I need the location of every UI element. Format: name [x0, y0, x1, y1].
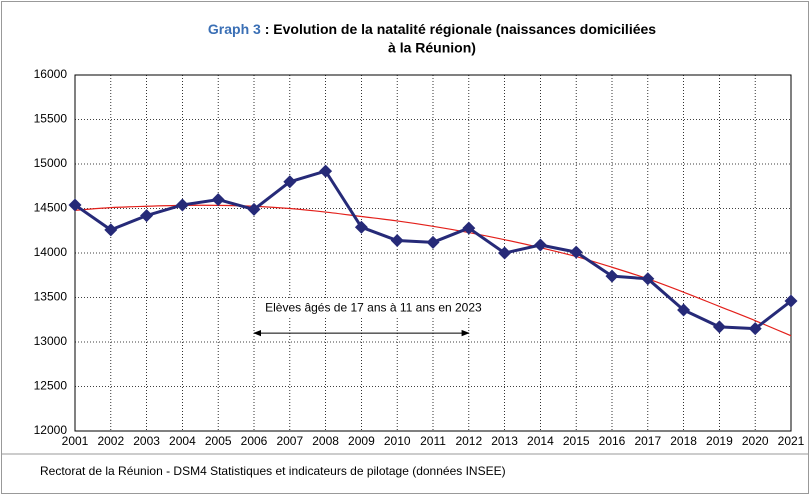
marker [426, 235, 440, 249]
chart-title: à la Réunion) [388, 40, 476, 56]
plot-area [74, 74, 792, 432]
x-tick-label: 2017 [634, 434, 661, 448]
y-tick-label: 15500 [34, 112, 68, 126]
y-tick-label: 13500 [34, 290, 68, 304]
x-tick-label: 2003 [133, 434, 160, 448]
x-tick-label: 2018 [670, 434, 697, 448]
title-label: Graph 3 [208, 21, 261, 37]
x-tick-label: 2014 [527, 434, 554, 448]
marker [104, 223, 118, 237]
x-tick-label: 2002 [97, 434, 124, 448]
y-tick-label: 14500 [34, 201, 68, 215]
y-tick-label: 13000 [34, 334, 68, 348]
x-tick-label: 2010 [384, 434, 411, 448]
marker [390, 234, 404, 248]
annotation-bg [261, 298, 487, 317]
marker [462, 221, 476, 235]
marker [175, 198, 189, 212]
marker [533, 238, 547, 252]
chart-title: Graph 3 : Evolution de la natalité régio… [208, 21, 656, 37]
title-line: : Evolution de la natalité régionale (na… [261, 21, 656, 37]
marker [68, 198, 82, 212]
marker [677, 303, 691, 317]
marker [712, 320, 726, 334]
x-tick-label: 2005 [205, 434, 232, 448]
annotation-text: Elèves âgés de 17 ans à 11 ans en 2023 [265, 300, 482, 314]
y-tick-label: 12500 [34, 379, 68, 393]
marker [283, 175, 297, 189]
trend-line [74, 204, 792, 337]
x-tick-label: 2006 [241, 434, 268, 448]
x-tick-label: 2021 [778, 434, 805, 448]
x-tick-label: 2013 [491, 434, 518, 448]
marker [569, 245, 583, 259]
y-tick-label: 16000 [34, 67, 68, 81]
marker [319, 164, 333, 178]
x-tick-label: 2008 [312, 434, 339, 448]
x-tick-label: 2009 [348, 434, 375, 448]
x-tick-label: 2007 [276, 434, 303, 448]
x-tick-label: 2015 [563, 434, 590, 448]
marker [641, 272, 655, 286]
marker [748, 322, 762, 336]
x-tick-label: 2004 [169, 434, 196, 448]
source: Rectorat de la Réunion - DSM4 Statistiqu… [40, 464, 506, 478]
x-tick-label: 2012 [455, 434, 482, 448]
x-tick-label: 2001 [62, 434, 89, 448]
marker [498, 246, 512, 260]
x-tick-label: 2019 [706, 434, 733, 448]
y-tick-label: 14000 [34, 245, 68, 259]
marker [247, 202, 261, 216]
marker [140, 209, 154, 223]
marker [784, 294, 798, 308]
marker [354, 220, 368, 234]
x-tick-label: 2020 [742, 434, 769, 448]
x-tick-label: 2011 [420, 434, 446, 448]
x-tick-label: 2016 [599, 434, 626, 448]
marker [605, 269, 619, 283]
marker [211, 193, 225, 207]
y-tick-label: 15000 [34, 156, 68, 170]
y-tick-label: 12000 [34, 423, 68, 437]
